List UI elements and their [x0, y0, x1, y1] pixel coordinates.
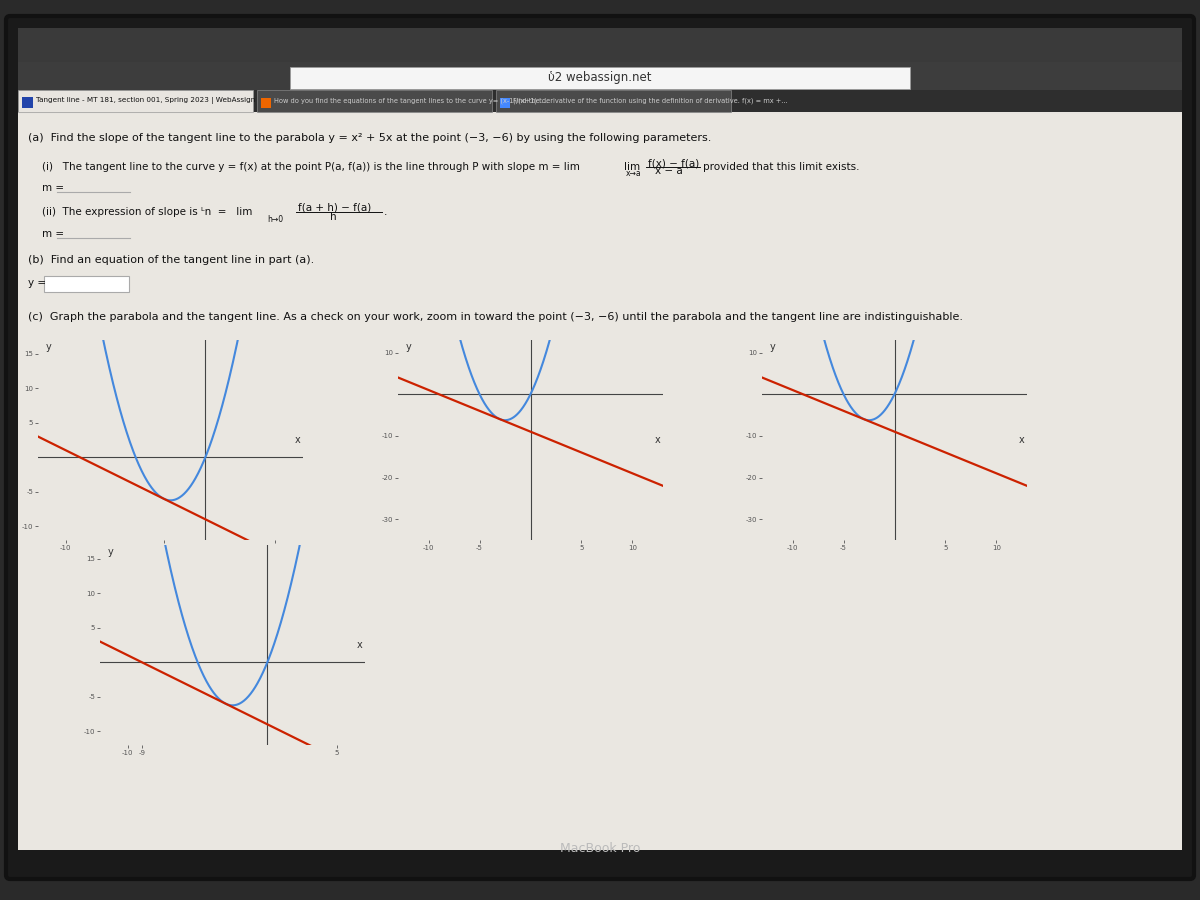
- Text: x: x: [295, 435, 300, 445]
- Bar: [290, 67, 910, 89]
- Text: ὑ2 webassign.net: ὑ2 webassign.net: [548, 71, 652, 85]
- FancyBboxPatch shape: [6, 16, 1194, 879]
- Text: y =: y =: [28, 278, 46, 288]
- Bar: [18, 850, 1182, 868]
- Bar: [257, 90, 492, 112]
- Text: Tangent line - MT 181, section 001, Spring 2023 | WebAssign: Tangent line - MT 181, section 001, Spri…: [36, 97, 256, 104]
- Bar: [18, 90, 1182, 112]
- Text: y: y: [46, 342, 52, 352]
- Text: x→a: x→a: [626, 169, 642, 178]
- Bar: [500, 98, 510, 108]
- Text: lim: lim: [624, 162, 640, 172]
- Text: (c)  Graph the parabola and the tangent line. As a check on your work, zoom in t: (c) Graph the parabola and the tangent l…: [28, 312, 964, 322]
- Text: (ii)  The expression of slope is ᴸn  =   lim: (ii) The expression of slope is ᴸn = lim: [42, 207, 252, 217]
- Bar: [18, 90, 253, 112]
- Text: y: y: [406, 342, 412, 352]
- Text: m =: m =: [42, 183, 64, 193]
- Text: y: y: [108, 547, 114, 557]
- Bar: [18, 28, 1182, 62]
- Bar: [44, 276, 130, 292]
- Text: provided that this limit exists.: provided that this limit exists.: [703, 162, 859, 172]
- Text: MacBook Pro: MacBook Pro: [560, 842, 640, 854]
- Text: How do you find the equations of the tangent lines to the curve y= (x-1)/(x+1) t: How do you find the equations of the tan…: [274, 98, 548, 104]
- Bar: [262, 98, 271, 108]
- Text: h→0: h→0: [266, 214, 283, 223]
- Text: x: x: [356, 640, 362, 650]
- Bar: [22, 97, 34, 108]
- Text: h: h: [330, 212, 337, 222]
- Text: y: y: [770, 342, 775, 352]
- Bar: [18, 114, 1182, 868]
- Text: x: x: [655, 435, 660, 445]
- Text: f(x) − f(a): f(x) − f(a): [648, 158, 700, 168]
- Text: .: .: [384, 207, 388, 217]
- Text: m =: m =: [42, 229, 64, 239]
- Text: (i)   The tangent line to the curve y = f(x) at the point P(a, f(a)) is the line: (i) The tangent line to the curve y = f(…: [42, 162, 580, 172]
- Text: f(a + h) − f(a): f(a + h) − f(a): [298, 203, 371, 213]
- Bar: [18, 62, 1182, 92]
- Text: Find the derivative of the function using the definition of derivative. f(x) = m: Find the derivative of the function usin…: [514, 98, 787, 104]
- Text: x − a: x − a: [655, 166, 683, 176]
- Text: (a)  Find the slope of the tangent line to the parabola y = x² + 5x at the point: (a) Find the slope of the tangent line t…: [28, 133, 712, 143]
- Bar: [496, 90, 731, 112]
- Text: (b)  Find an equation of the tangent line in part (a).: (b) Find an equation of the tangent line…: [28, 255, 314, 265]
- Text: x: x: [1019, 435, 1025, 445]
